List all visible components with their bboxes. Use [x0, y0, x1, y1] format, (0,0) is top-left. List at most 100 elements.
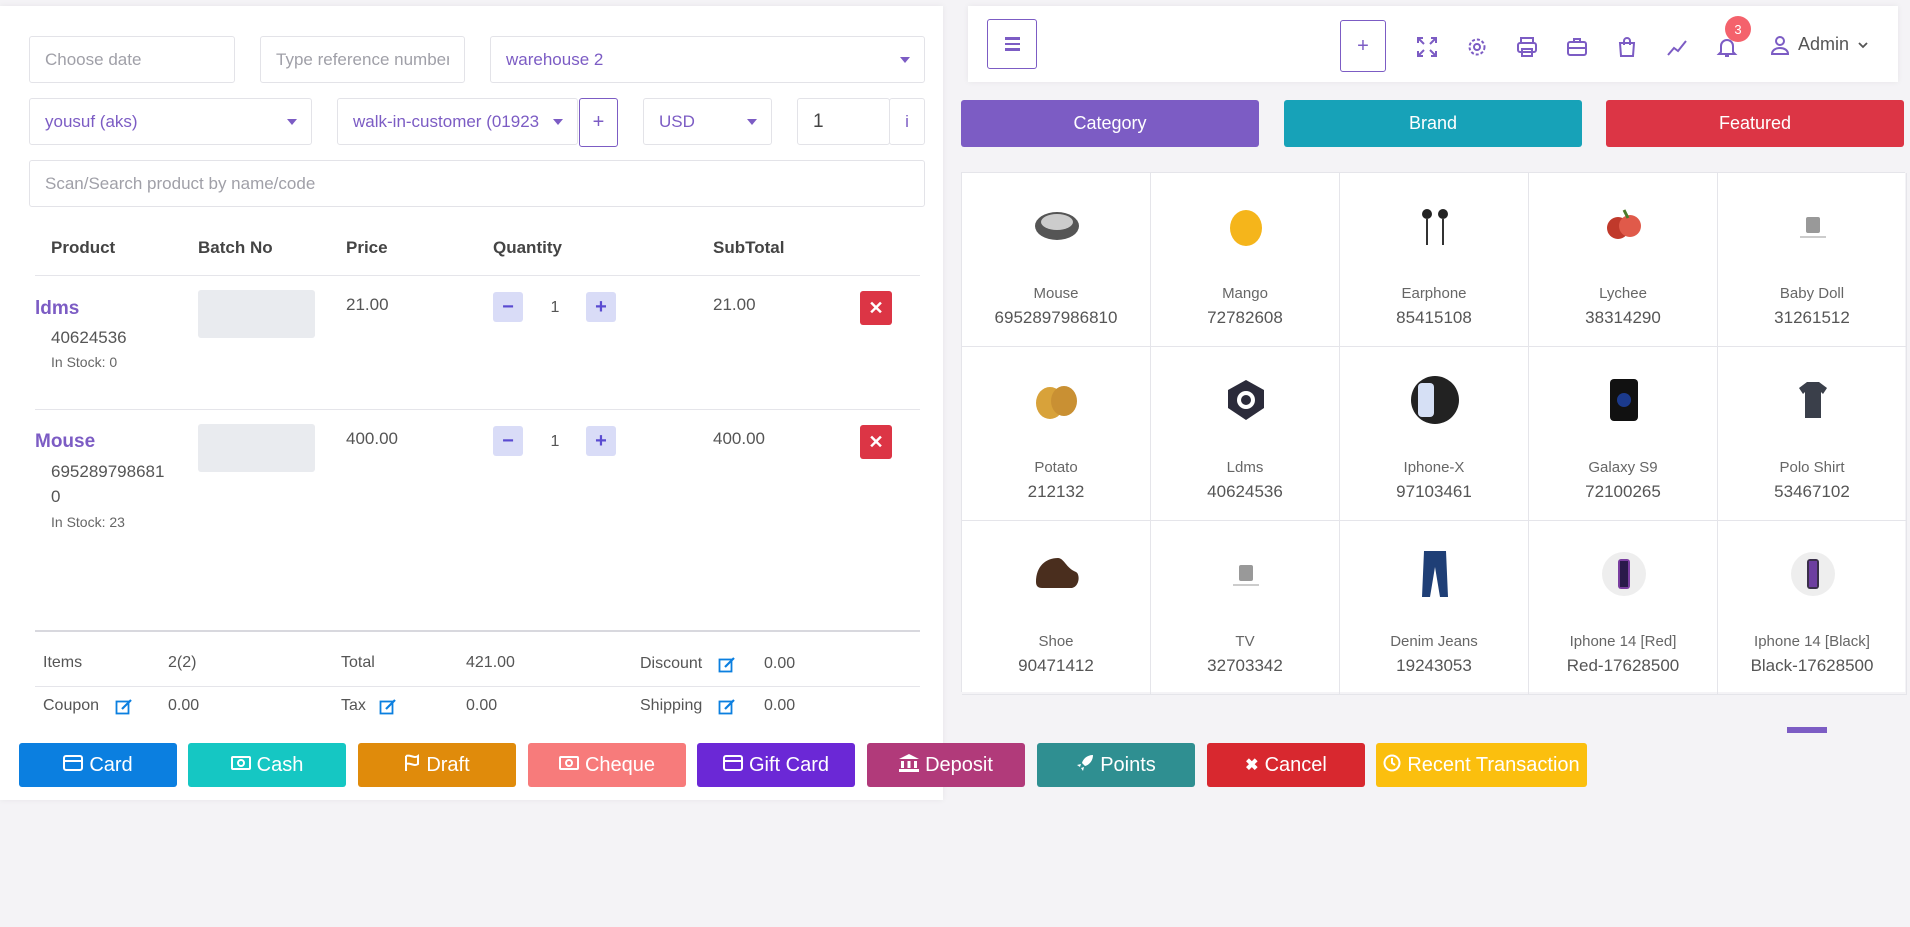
product-code: 6952897986810 — [51, 462, 165, 506]
tab-brand[interactable]: Brand — [1284, 100, 1582, 147]
exchange-rate-input[interactable]: 1 — [797, 98, 890, 145]
add-customer-button[interactable]: + — [579, 98, 618, 147]
close-icon: ✖ — [1245, 757, 1259, 774]
decrement-button[interactable]: − — [493, 292, 523, 322]
date-input[interactable]: Choose date — [29, 36, 235, 83]
product-card[interactable]: Potato 212132 — [962, 347, 1151, 521]
cancel-button[interactable]: ✖ Cancel — [1207, 743, 1365, 787]
chevron-down-icon — [1858, 41, 1868, 48]
edit-icon[interactable] — [718, 698, 736, 716]
quantity-value[interactable]: 1 — [550, 299, 560, 316]
edit-icon[interactable] — [379, 698, 397, 716]
items-value: 2(2) — [168, 654, 197, 671]
product-card-name: Lychee — [1599, 285, 1647, 302]
remove-item-button[interactable]: ✕ — [860, 291, 892, 325]
product-card-code: 40624536 — [1207, 482, 1283, 501]
product-card[interactable]: Galaxy S9 72100265 — [1529, 347, 1718, 521]
increment-button[interactable]: + — [586, 292, 616, 322]
menu-toggle-button[interactable] — [987, 19, 1037, 69]
coupon-label: Coupon — [43, 697, 100, 714]
currency-select[interactable]: USD — [643, 98, 772, 145]
product-card[interactable]: Earphone 85415108 — [1340, 173, 1529, 347]
product-card[interactable]: Mouse 6952897986810 — [962, 173, 1151, 347]
date-placeholder: Choose date — [45, 49, 142, 69]
info-button[interactable]: i — [889, 98, 925, 145]
product-card[interactable]: TV 32703342 — [1151, 521, 1340, 695]
bank-icon — [899, 753, 920, 777]
printer-icon[interactable] — [1516, 36, 1538, 58]
tab-featured[interactable]: Featured — [1606, 100, 1904, 147]
briefcase-icon[interactable] — [1566, 36, 1588, 58]
rocket-icon — [1076, 754, 1094, 777]
edit-icon[interactable] — [115, 698, 133, 716]
edit-icon[interactable] — [718, 656, 736, 674]
product-image — [1788, 375, 1838, 425]
coupon-value: 0.00 — [168, 697, 200, 714]
clock-icon — [1383, 754, 1401, 777]
product-image — [1032, 549, 1082, 599]
add-button[interactable]: + — [1340, 20, 1386, 72]
product-card-name: Baby Doll — [1779, 285, 1845, 302]
product-card-code: Red-17628500 — [1566, 656, 1680, 675]
draft-button[interactable]: Draft — [358, 743, 516, 787]
batch-input[interactable] — [198, 424, 315, 472]
product-card[interactable]: Iphone 14 [Red] Red-17628500 — [1529, 521, 1718, 695]
product-card-code: 85415108 — [1396, 308, 1472, 327]
total-value: 421.00 — [466, 654, 515, 671]
product-card[interactable]: Iphone 14 [Black] Black-17628500 — [1718, 521, 1907, 695]
product-card[interactable]: Lychee 38314290 — [1529, 173, 1718, 347]
product-card[interactable]: Polo Shirt 53467102 — [1718, 347, 1907, 521]
product-name[interactable]: ldms — [35, 298, 80, 319]
bell-icon[interactable] — [1716, 36, 1738, 58]
product-search-input[interactable]: Scan/Search product by name/code — [29, 160, 925, 207]
product-image — [1221, 549, 1271, 599]
product-card[interactable]: Shoe 90471412 — [962, 521, 1151, 695]
info-icon: i — [905, 111, 909, 131]
cheque-button[interactable]: Cheque — [528, 743, 686, 787]
warehouse-select[interactable]: warehouse 2 — [490, 36, 925, 83]
product-card-code: 72100265 — [1585, 482, 1661, 501]
product-card[interactable]: Denim Jeans 19243053 — [1340, 521, 1529, 695]
biller-select[interactable]: yousuf (aks) — [29, 98, 312, 145]
product-card-code: 31261512 — [1774, 308, 1850, 327]
col-header-batch: Batch No — [198, 238, 273, 257]
product-card[interactable]: Mango 72782608 — [1151, 173, 1340, 347]
product-card-name: Iphone 14 [Red] — [1569, 633, 1677, 650]
points-button[interactable]: Points — [1037, 743, 1195, 787]
gear-icon[interactable] — [1466, 36, 1488, 58]
shipping-value: 0.00 — [764, 697, 796, 714]
decrement-button[interactable]: − — [493, 426, 523, 456]
pagination-indicator[interactable] — [1787, 727, 1827, 733]
search-placeholder: Scan/Search product by name/code — [45, 173, 316, 193]
increment-button[interactable]: + — [586, 426, 616, 456]
product-card-name: Iphone-X — [1403, 459, 1465, 476]
shopping-bag-icon[interactable] — [1616, 36, 1638, 58]
product-card-code: 53467102 — [1774, 482, 1850, 501]
price-value: 400.00 — [346, 429, 398, 448]
recent-transaction-button[interactable]: Recent Transaction — [1376, 743, 1587, 787]
button-label: Draft — [426, 753, 470, 776]
product-image — [1410, 201, 1460, 251]
product-card-name: Shoe — [1038, 633, 1074, 650]
chart-line-icon[interactable] — [1666, 36, 1688, 58]
customer-select[interactable]: walk-in-customer (01923 — [337, 98, 578, 145]
card-button[interactable]: Card — [19, 743, 177, 787]
reference-input[interactable]: Type reference number — [260, 36, 465, 83]
user-menu[interactable]: Admin — [1770, 34, 1869, 55]
deposit-button[interactable]: Deposit — [867, 743, 1025, 787]
product-card-name: Mango — [1222, 285, 1268, 302]
remove-item-button[interactable]: ✕ — [860, 425, 892, 459]
product-card[interactable]: Iphone-X 97103461 — [1340, 347, 1529, 521]
product-card[interactable]: Ldms 40624536 — [1151, 347, 1340, 521]
cash-button[interactable]: Cash — [188, 743, 346, 787]
product-card-name: Polo Shirt — [1779, 459, 1845, 476]
button-label: Points — [1100, 753, 1156, 776]
quantity-value[interactable]: 1 — [550, 433, 560, 450]
product-card[interactable]: Baby Doll 31261512 — [1718, 173, 1907, 347]
product-image — [1788, 201, 1838, 251]
product-name[interactable]: Mouse — [35, 431, 96, 452]
gift-card-button[interactable]: Gift Card — [697, 743, 855, 787]
tab-category[interactable]: Category — [961, 100, 1259, 147]
batch-input[interactable] — [198, 290, 315, 338]
fullscreen-icon[interactable] — [1416, 36, 1438, 58]
